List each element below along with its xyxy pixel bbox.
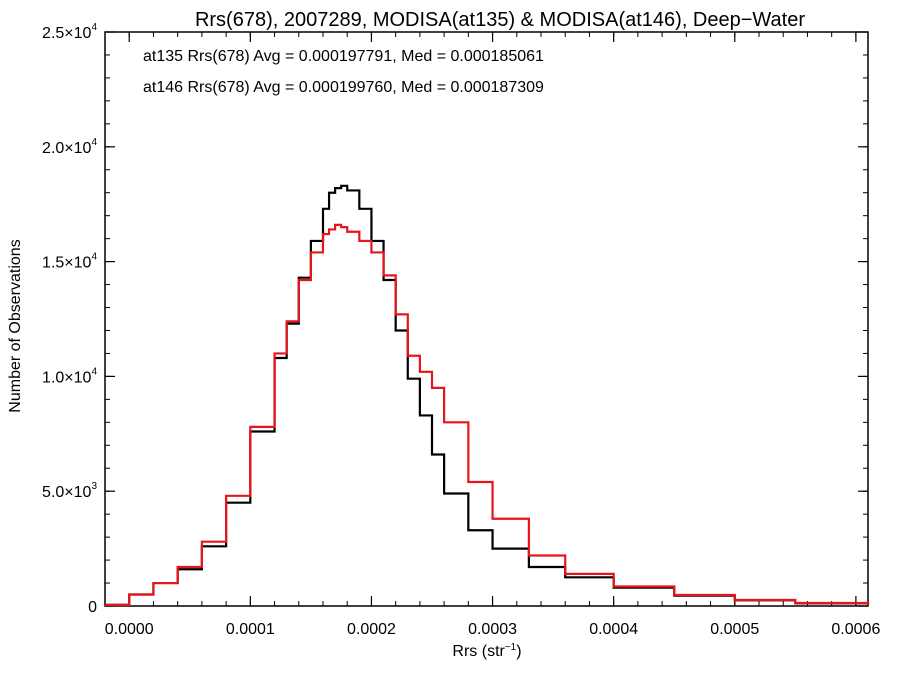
plot-frame (104, 31, 869, 607)
x-tick-label: 0.0004 (589, 621, 638, 638)
chart-title: Rrs(678), 2007289, MODISA(at135) & MODIS… (195, 9, 805, 31)
axis-ticks: 0.0000 0.0001 0.0002 0.0003 0.0004 0.0005 0.00… (42, 22, 880, 638)
series-line-1 (105, 223, 870, 606)
y-tick-label: 5.0×103 (42, 481, 97, 501)
series-layer (105, 184, 870, 606)
y-tick-label: 1.5×104 (42, 252, 97, 272)
x-axis-label: Rrs (str−1) (452, 642, 521, 660)
y-tick-label: 1.0×104 (42, 366, 97, 386)
annotation-at135: at135 Rrs(678) Avg = 0.000197791, Med = … (143, 48, 544, 65)
y-tick-label: 0 (88, 599, 97, 616)
x-tick-label: 0.0000 (105, 621, 154, 638)
x-tick-label: 0.0006 (831, 621, 880, 638)
x-tick-label: 0.0005 (710, 621, 759, 638)
x-tick-label: 0.0002 (347, 621, 396, 638)
annotation-at146: at146 Rrs(678) Avg = 0.000199760, Med = … (143, 79, 544, 96)
x-tick-label: 0.0001 (226, 621, 275, 638)
y-axis-label: Number of Observations (7, 239, 24, 412)
y-tick-label: 2.5×104 (42, 22, 97, 42)
x-tick-label: 0.0003 (468, 621, 517, 638)
y-tick-label: 2.0×104 (42, 137, 97, 157)
